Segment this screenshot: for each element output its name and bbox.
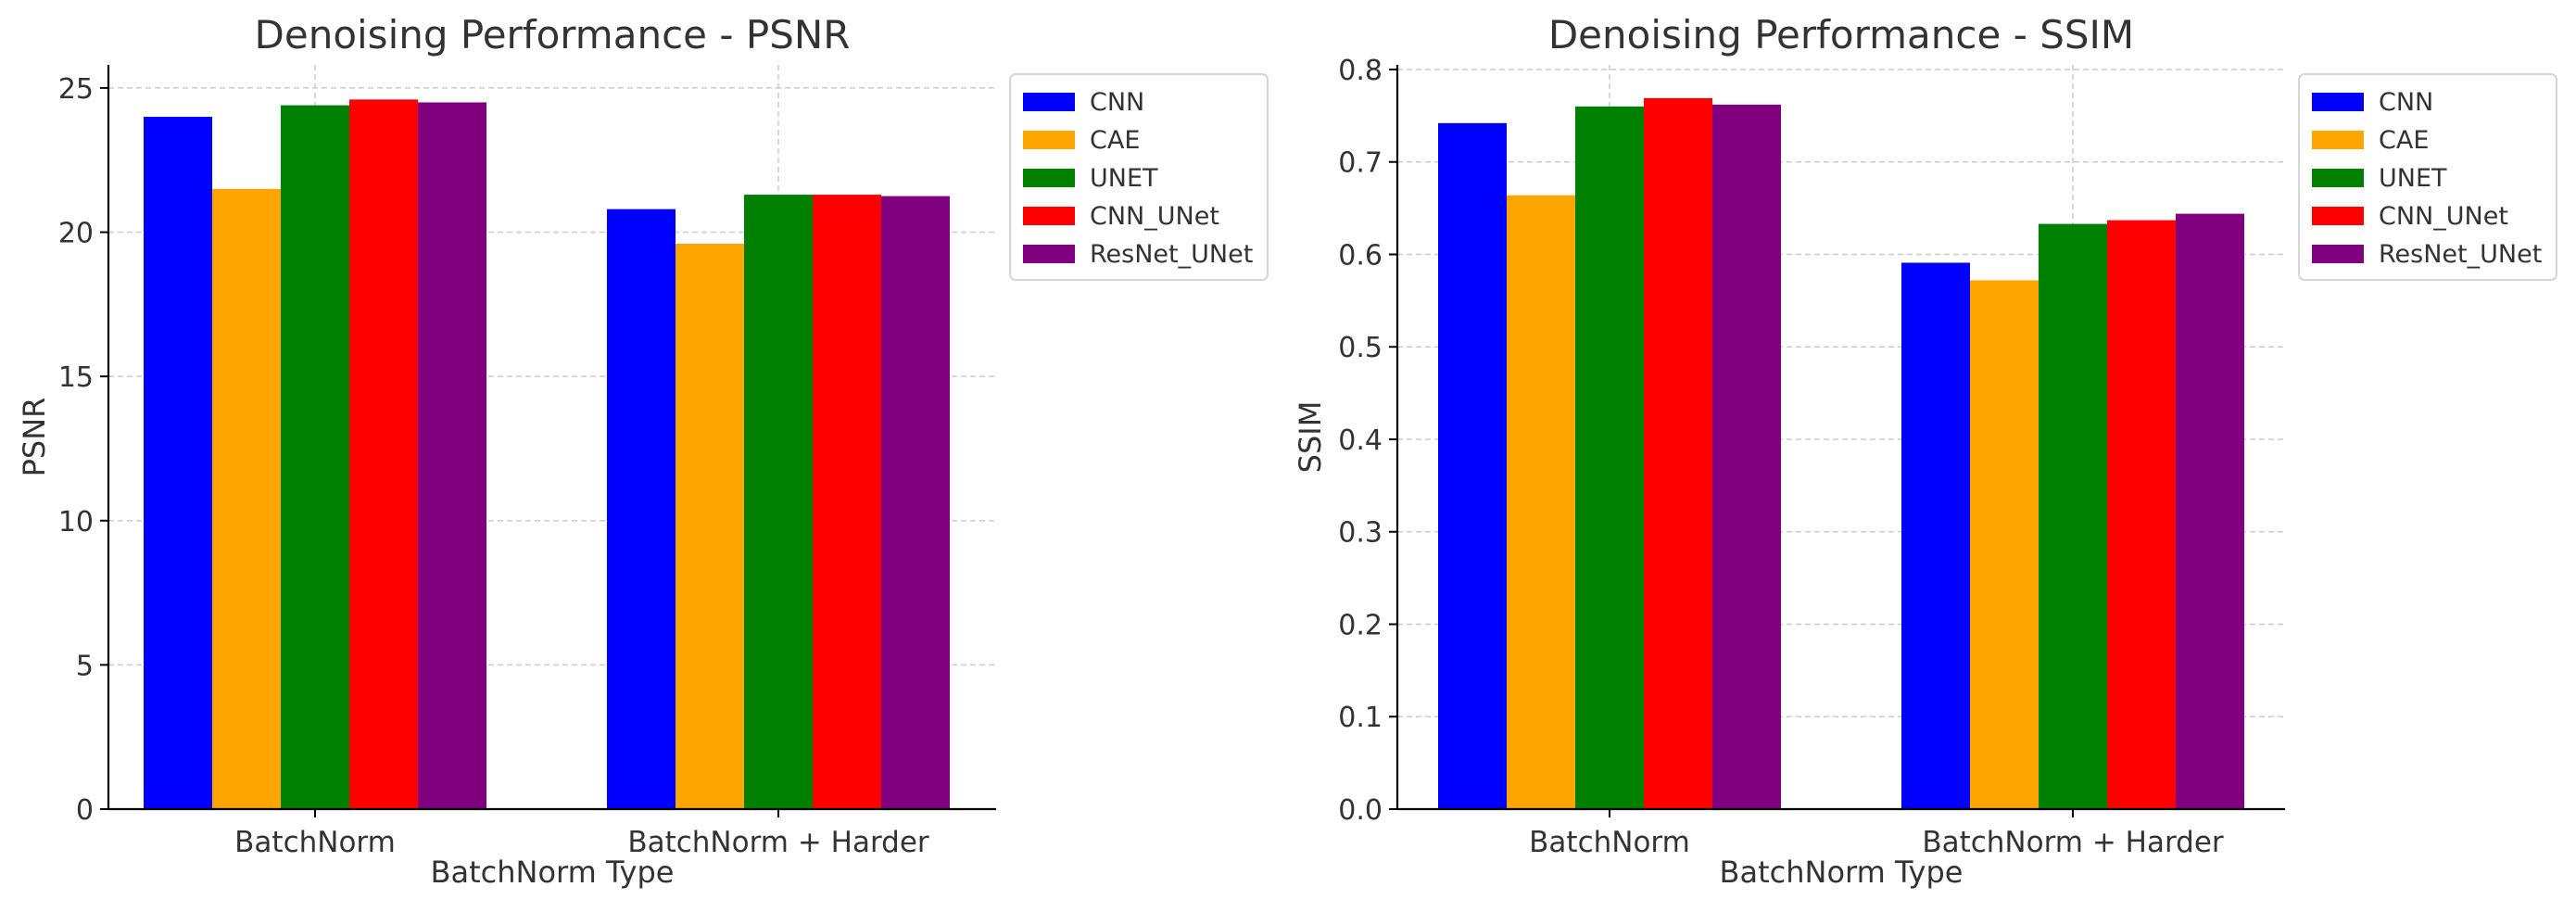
y-axis-label: PSNR <box>17 398 52 477</box>
bar-cnn-unet <box>2107 220 2176 809</box>
x-tick-label: BatchNorm <box>1529 826 1690 859</box>
legend-label: UNET <box>2379 164 2447 193</box>
legend-swatch <box>1023 93 1075 111</box>
y-tick-label: 0.2 <box>1338 609 1383 641</box>
y-axis-label: SSIM <box>1293 401 1328 474</box>
bar-unet <box>281 105 349 809</box>
legend-label: CNN_UNet <box>1090 202 1219 231</box>
x-axis-label: BatchNorm Type <box>431 855 675 890</box>
x-axis-label: BatchNorm Type <box>1720 855 1964 890</box>
legend-swatch <box>2312 169 2364 187</box>
bar-cae <box>1970 280 2039 809</box>
y-tick-label: 0.5 <box>1338 332 1383 364</box>
bar-resnet-unet <box>2176 213 2244 810</box>
bar-unet <box>744 195 813 810</box>
legend-swatch <box>1023 169 1075 187</box>
legend-swatch <box>2312 207 2364 225</box>
y-tick-label: 20 <box>58 218 94 250</box>
legend-swatch <box>2312 245 2364 263</box>
legend-swatch <box>2312 131 2364 149</box>
chart-title: Denoising Performance - PSNR <box>255 12 851 57</box>
y-tick-label: 0.7 <box>1338 147 1383 180</box>
y-tick-label: 25 <box>58 73 94 106</box>
y-tick-label: 0.4 <box>1338 424 1383 457</box>
bar-cnn-unet <box>349 99 418 810</box>
legend-label: CAE <box>1090 126 1140 155</box>
legend: CNN CAE UNET CNN_UNet ResNet_UNet <box>1009 73 1269 281</box>
bar-resnet-unet <box>1712 104 1781 809</box>
bar-cae <box>1507 195 1575 810</box>
legend-label: CNN <box>1090 88 1144 117</box>
bar-cnn <box>1901 262 1970 809</box>
legend-swatch <box>1023 245 1075 263</box>
chart-ssim: 0.0 0.1 0.2 0.3 0.4 0.5 0.6 0.7 0.8 BatchNorm Batc… <box>1293 12 2557 890</box>
y-tick-label: 0.8 <box>1338 55 1383 87</box>
legend-label: ResNet_UNet <box>1090 240 1253 269</box>
legend-label: ResNet_UNet <box>2379 240 2542 269</box>
x-tick-label: BatchNorm <box>234 826 396 859</box>
bar-unet <box>1575 106 1644 810</box>
bar-cae <box>676 243 744 809</box>
legend-label: CNN <box>2379 88 2433 117</box>
legend-label: CAE <box>2379 126 2429 155</box>
y-tick-label: 0.0 <box>1338 794 1383 827</box>
bar-cnn <box>1438 122 1507 809</box>
legend-label: CNN_UNet <box>2379 202 2508 231</box>
legend-swatch <box>2312 93 2364 111</box>
bar-resnet-unet <box>881 196 950 810</box>
y-tick-label: 0.1 <box>1338 702 1383 734</box>
bar-cnn-unet <box>813 195 881 810</box>
y-tick-label: 15 <box>58 361 94 394</box>
bar-resnet-unet <box>418 102 486 809</box>
chart-title: Denoising Performance - SSIM <box>1548 12 2134 57</box>
y-tick-label: 0 <box>76 794 94 827</box>
x-tick-label: BatchNorm + Harder <box>1922 826 2224 859</box>
legend-swatch <box>1023 131 1075 149</box>
bar-cae <box>212 188 281 810</box>
y-tick-label: 5 <box>76 650 94 682</box>
bar-cnn <box>144 117 212 809</box>
y-tick-label: 10 <box>58 506 94 538</box>
legend-swatch <box>1023 207 1075 225</box>
chart-psnr: 0 5 10 15 20 25 BatchNorm BatchNorm + Harder Den… <box>17 12 1269 890</box>
bar-cnn-unet <box>1644 97 1712 809</box>
y-tick-label: 0.3 <box>1338 517 1383 550</box>
legend-frame <box>2298 73 2557 281</box>
y-tick-label: 0.6 <box>1338 239 1383 272</box>
bar-unet <box>2039 223 2107 809</box>
bar-cnn <box>607 209 676 810</box>
legend-frame <box>1009 73 1269 281</box>
legend-label: UNET <box>1090 164 1158 193</box>
x-tick-label: BatchNorm + Harder <box>627 826 929 859</box>
legend: CNN CAE UNET CNN_UNet ResNet_UNet <box>2298 73 2557 281</box>
